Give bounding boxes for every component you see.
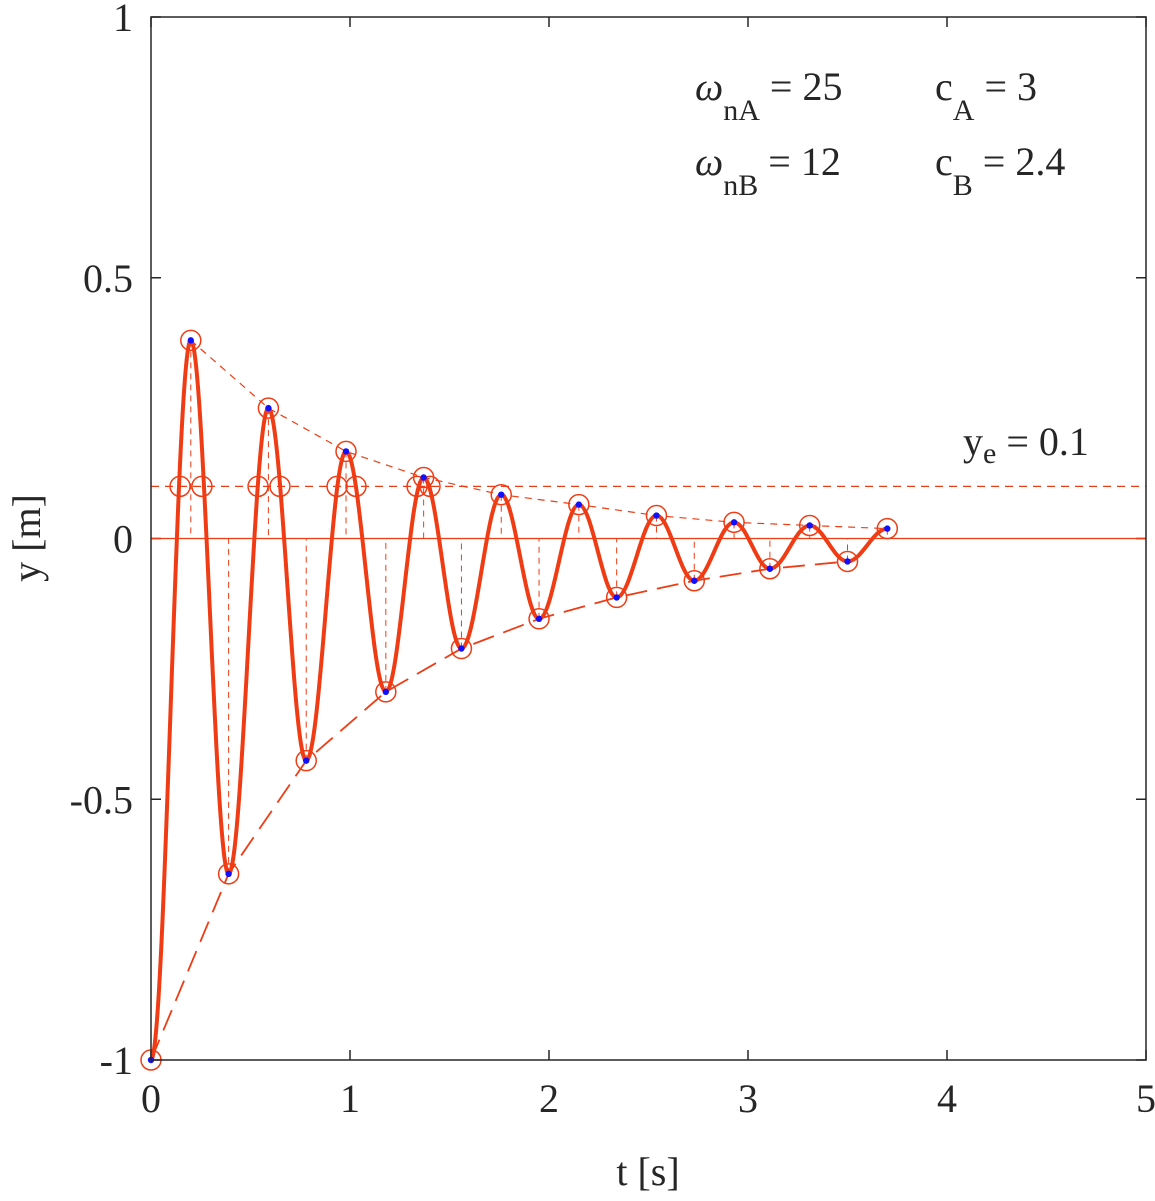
extremum-dot xyxy=(458,645,465,652)
extremum-dot xyxy=(575,501,583,508)
extremum-dot xyxy=(303,757,310,764)
extremum-dot xyxy=(265,404,272,412)
x-tick-label: 1 xyxy=(340,1076,360,1121)
lower-envelope xyxy=(150,560,848,1061)
x-tick-label: 5 xyxy=(1136,1076,1155,1121)
annotation-symbol: ω xyxy=(695,139,723,184)
extremum-dot xyxy=(730,519,738,526)
y-tick-label: 0 xyxy=(113,517,133,562)
extremum-dot xyxy=(535,615,543,623)
crossing-marker xyxy=(169,475,191,498)
annotation-value: = 25 xyxy=(770,64,843,109)
extremum-circle xyxy=(335,440,357,463)
upper-envelope xyxy=(190,339,888,530)
extremum-dot xyxy=(806,522,813,529)
annotation-subscript: nB xyxy=(723,169,758,202)
extremum-circle xyxy=(450,637,473,660)
annotation: ωnA = 25 xyxy=(695,64,842,127)
extremum-circle xyxy=(876,517,899,540)
annotation-symbol: c xyxy=(935,139,953,184)
extremum-circle xyxy=(759,557,781,580)
extremum-circle xyxy=(528,608,550,630)
annotation-value: = 3 xyxy=(984,64,1037,109)
extremum-circle xyxy=(836,550,859,573)
crossing-marker xyxy=(326,475,348,498)
plot-frame xyxy=(150,16,1147,1061)
x-tick-label: 0 xyxy=(141,1076,161,1121)
extremum-dot xyxy=(225,870,232,878)
annotation: cA = 3 xyxy=(935,64,1037,127)
extremum-circle xyxy=(645,504,668,527)
extremum-dot xyxy=(653,512,660,519)
extremum-circle xyxy=(375,681,397,703)
annotation-value: = 2.4 xyxy=(983,139,1066,184)
extremum-dot xyxy=(342,448,350,455)
extremum-circle xyxy=(412,466,435,489)
extremum-dot xyxy=(420,474,427,481)
y-tick-label: 1 xyxy=(113,0,133,40)
extremum-circle xyxy=(798,514,821,537)
x-tick-label: 2 xyxy=(539,1076,559,1121)
extremum-circle xyxy=(257,397,280,419)
x-tick-label: 3 xyxy=(738,1076,758,1121)
extremum-dot xyxy=(766,565,774,572)
crossing-marker xyxy=(247,475,269,498)
extremum-circle xyxy=(295,749,317,772)
extremum-dot xyxy=(691,577,698,584)
annotation-symbol: y xyxy=(963,419,983,464)
extremum-circle xyxy=(180,329,202,352)
crossing-marker xyxy=(191,475,213,498)
annotation-subscript: A xyxy=(953,94,975,127)
annotation: ye = 0.1 xyxy=(963,419,1089,470)
extremum-dot xyxy=(613,594,620,601)
extremum-circle xyxy=(490,483,512,506)
crossing-marker xyxy=(269,475,291,498)
crossing-marker xyxy=(345,475,367,498)
y-tick-label: -0.5 xyxy=(70,777,133,822)
extremum-circle xyxy=(217,863,240,885)
extremum-circle xyxy=(683,569,706,592)
annotation-value: = 0.1 xyxy=(1006,419,1089,464)
extremum-dot xyxy=(187,337,194,344)
extremum-dot xyxy=(844,558,851,565)
extremum-dot xyxy=(382,688,390,696)
y-tick-label: -1 xyxy=(100,1038,133,1083)
extremum-circle xyxy=(605,586,628,609)
annotation-subscript: B xyxy=(953,169,973,202)
x-axis-label: t [s] xyxy=(616,1149,679,1194)
annotation-symbol: ω xyxy=(695,64,723,109)
annotation-subscript: nA xyxy=(723,94,760,127)
annotation: cB = 2.4 xyxy=(935,139,1065,202)
response-curve xyxy=(149,338,888,1062)
extremum-dot xyxy=(498,491,505,498)
annotation-subscript: e xyxy=(983,437,996,470)
annotation: ωnB = 12 xyxy=(695,139,841,202)
annotation-symbol: c xyxy=(935,64,953,109)
extremum-circle xyxy=(568,493,590,516)
annotation-value: = 12 xyxy=(768,139,841,184)
extremum-circle xyxy=(723,511,745,534)
y-axis-label: y [m] xyxy=(4,494,49,582)
y-tick-label: 0.5 xyxy=(83,256,133,301)
x-tick-label: 4 xyxy=(937,1076,957,1121)
extremum-dot xyxy=(884,525,891,532)
